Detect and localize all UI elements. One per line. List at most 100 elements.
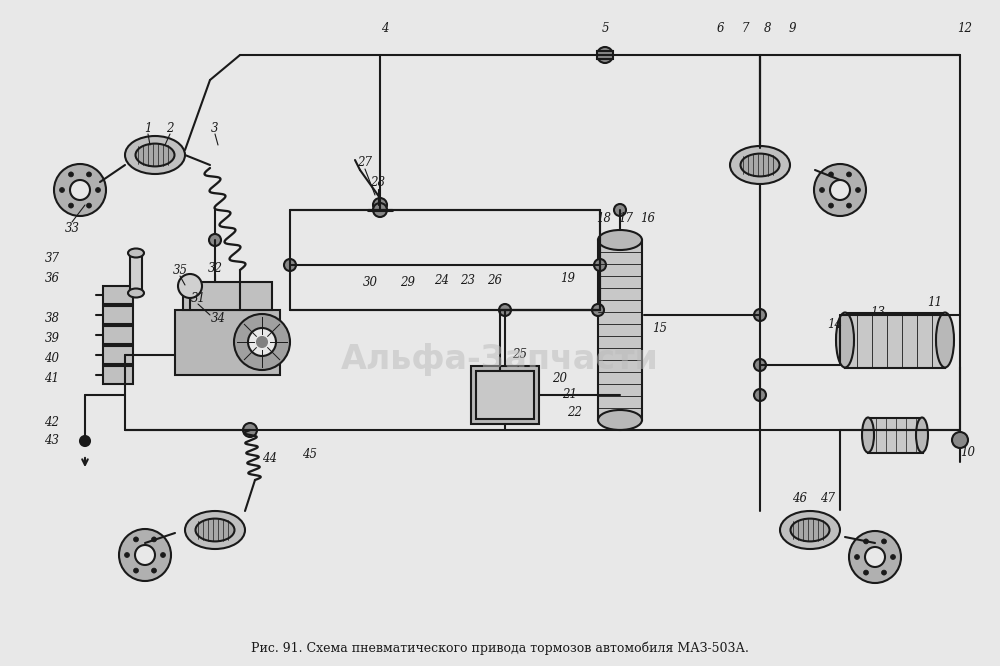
Circle shape: [134, 537, 138, 542]
Circle shape: [828, 203, 834, 208]
Circle shape: [864, 570, 868, 575]
Circle shape: [882, 539, 887, 544]
Circle shape: [891, 555, 896, 559]
Text: 38: 38: [44, 312, 60, 324]
Text: 9: 9: [788, 21, 796, 35]
Circle shape: [846, 203, 852, 208]
Bar: [103, 366, 133, 384]
Text: 8: 8: [764, 21, 772, 35]
Bar: [868, 418, 923, 453]
Circle shape: [54, 164, 106, 216]
Ellipse shape: [836, 312, 854, 368]
Circle shape: [594, 259, 606, 271]
Text: 16: 16: [640, 212, 656, 224]
Text: 18: 18: [596, 212, 612, 224]
Text: 43: 43: [44, 434, 60, 446]
Bar: [130, 255, 142, 293]
Circle shape: [152, 568, 156, 573]
Circle shape: [952, 432, 968, 448]
Circle shape: [257, 337, 267, 347]
Text: 37: 37: [44, 252, 60, 264]
Bar: [845, 313, 945, 368]
Text: 32: 32: [208, 262, 222, 274]
Text: 11: 11: [928, 296, 942, 308]
Bar: [183, 282, 272, 310]
Text: 2: 2: [166, 121, 174, 135]
Circle shape: [68, 203, 74, 208]
Circle shape: [854, 555, 860, 559]
Text: 6: 6: [716, 21, 724, 35]
Ellipse shape: [780, 511, 840, 549]
Circle shape: [86, 172, 91, 177]
Ellipse shape: [740, 154, 780, 176]
Circle shape: [160, 553, 166, 557]
Circle shape: [178, 274, 202, 298]
Circle shape: [846, 172, 852, 177]
Circle shape: [119, 529, 171, 581]
Circle shape: [754, 309, 766, 321]
Text: 41: 41: [44, 372, 60, 384]
Text: 4: 4: [381, 21, 389, 35]
Text: 3: 3: [211, 121, 219, 135]
Text: 44: 44: [262, 452, 278, 464]
Ellipse shape: [128, 288, 144, 298]
Ellipse shape: [128, 248, 144, 258]
Circle shape: [124, 553, 130, 557]
Ellipse shape: [598, 230, 642, 250]
Text: 39: 39: [44, 332, 60, 344]
Text: 47: 47: [820, 492, 836, 505]
Text: Альфа-Запчасти: Альфа-Запчасти: [341, 344, 659, 376]
Text: 36: 36: [44, 272, 60, 284]
Ellipse shape: [936, 312, 954, 368]
Text: 12: 12: [958, 21, 972, 35]
Circle shape: [243, 423, 257, 437]
Circle shape: [830, 180, 850, 200]
Circle shape: [209, 234, 221, 246]
Bar: [175, 310, 280, 375]
Circle shape: [592, 304, 604, 316]
Ellipse shape: [136, 144, 175, 166]
Ellipse shape: [916, 418, 928, 452]
Text: 21: 21: [562, 388, 578, 402]
Text: 35: 35: [173, 264, 188, 276]
Text: 26: 26: [488, 274, 503, 286]
Text: 10: 10: [960, 446, 976, 458]
Circle shape: [499, 304, 511, 316]
Text: 7: 7: [741, 21, 749, 35]
Ellipse shape: [598, 410, 642, 430]
Text: 19: 19: [560, 272, 576, 284]
Circle shape: [754, 359, 766, 371]
Text: 14: 14: [828, 318, 842, 332]
Bar: [476, 371, 534, 419]
Bar: [103, 306, 133, 324]
Text: 13: 13: [870, 306, 886, 318]
Bar: [103, 286, 133, 304]
Circle shape: [134, 568, 138, 573]
Text: 17: 17: [618, 212, 634, 224]
Circle shape: [60, 188, 64, 192]
Text: 24: 24: [434, 274, 450, 286]
Ellipse shape: [185, 511, 245, 549]
Text: 27: 27: [358, 157, 372, 170]
Bar: [598, 240, 642, 420]
Circle shape: [597, 47, 613, 63]
Circle shape: [373, 203, 387, 217]
Ellipse shape: [730, 146, 790, 184]
Text: 31: 31: [190, 292, 206, 304]
Circle shape: [856, 188, 860, 192]
Circle shape: [96, 188, 100, 192]
Circle shape: [814, 164, 866, 216]
Circle shape: [152, 537, 156, 542]
Circle shape: [248, 328, 276, 356]
Circle shape: [80, 436, 90, 446]
Text: 22: 22: [568, 406, 582, 420]
Text: 28: 28: [370, 176, 386, 190]
Text: 34: 34: [210, 312, 226, 324]
Circle shape: [864, 539, 868, 544]
Circle shape: [820, 188, 824, 192]
Text: 5: 5: [601, 21, 609, 35]
Ellipse shape: [790, 519, 830, 541]
Bar: [471, 366, 539, 424]
Bar: [103, 326, 133, 344]
Text: 45: 45: [302, 448, 318, 462]
